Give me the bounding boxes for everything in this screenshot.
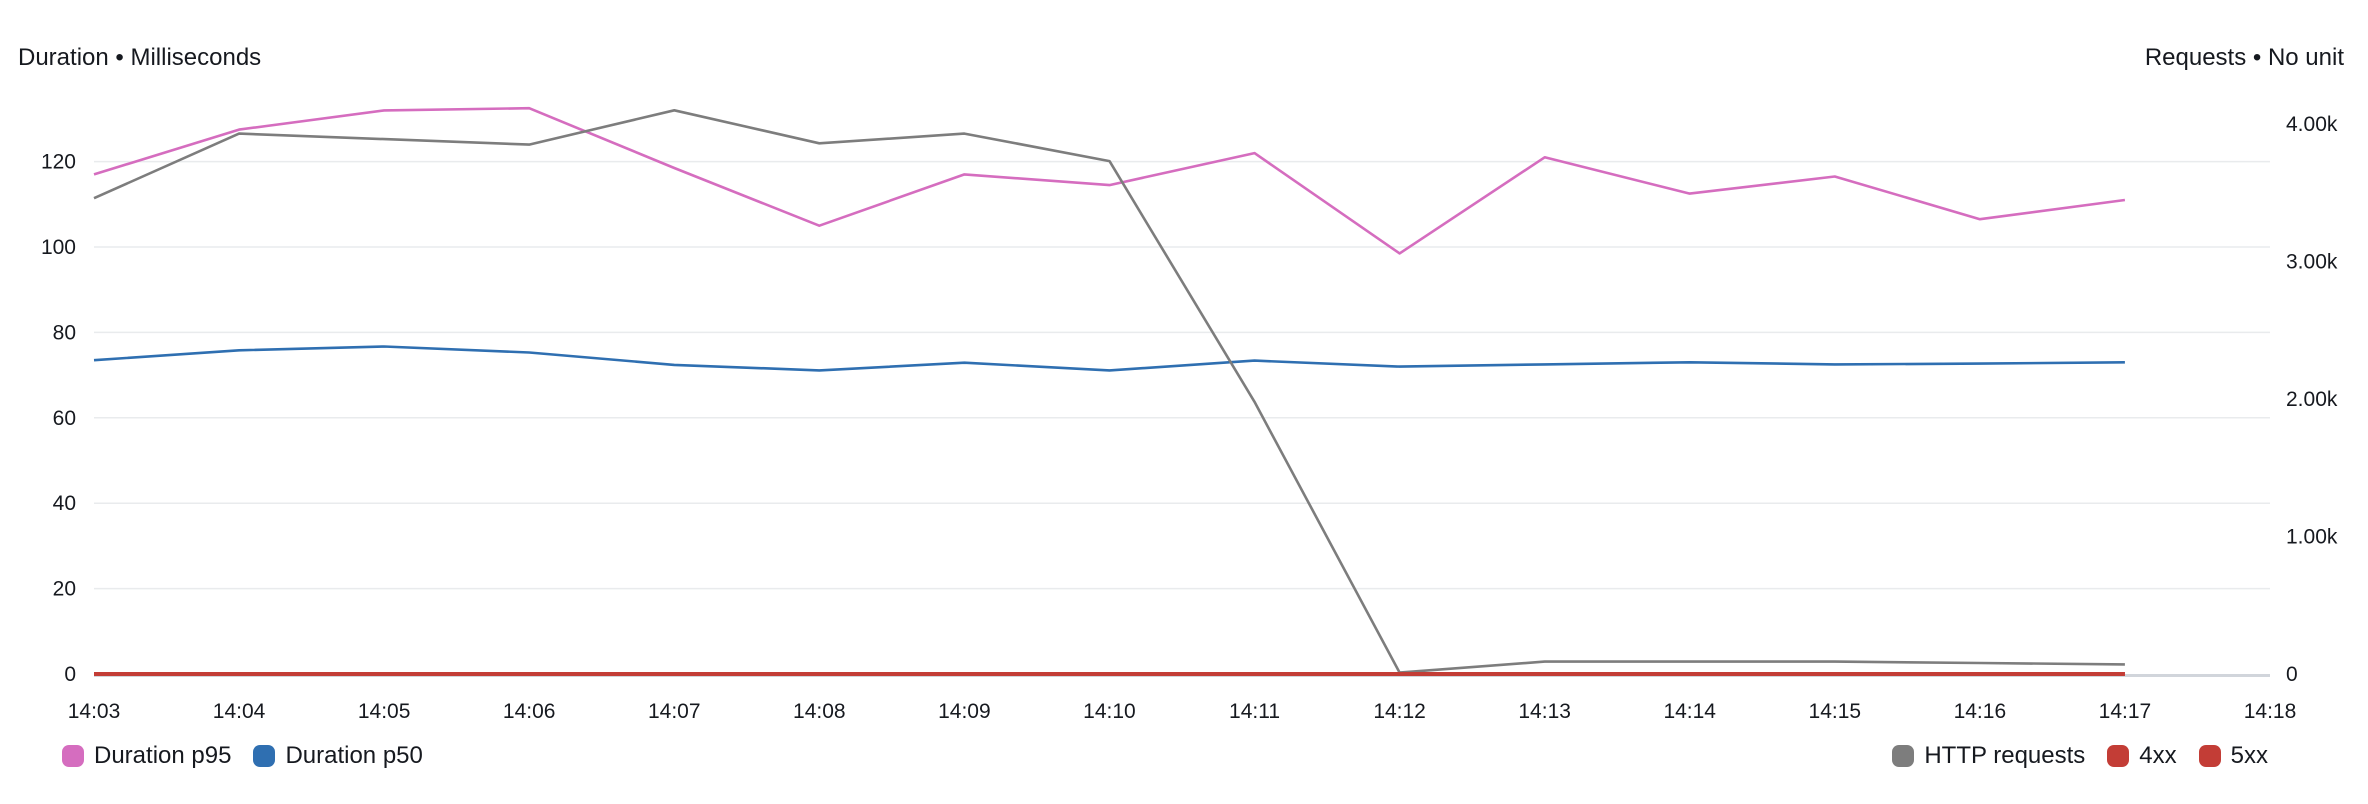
- x-tick-label: 14:11: [1229, 700, 1280, 723]
- series-line-http-requests: [93, 109, 2125, 674]
- x-tick-label: 14:09: [938, 700, 991, 723]
- x-tick-label: 14:08: [793, 700, 846, 723]
- legend-swatch: [62, 745, 84, 767]
- legend-item-duration-p50[interactable]: Duration p50: [253, 742, 423, 770]
- legend-item-4xx[interactable]: 4xx: [2107, 742, 2177, 770]
- x-tick-label: 14:13: [1518, 700, 1571, 723]
- right-tick-label: 0: [2286, 663, 2298, 686]
- x-tick-label: 14:18: [2244, 700, 2297, 723]
- right-tick-label: 1.00k: [2286, 526, 2338, 549]
- legend-swatch: [1892, 745, 1915, 767]
- series-line-duration-p95: [93, 106, 2126, 255]
- left-tick-label: 40: [53, 492, 76, 515]
- left-tick-label: 20: [53, 578, 76, 601]
- x-tick-label: 14:12: [1373, 700, 1426, 723]
- x-tick-label: 14:03: [68, 700, 121, 723]
- legend-left: Duration p95 Duration p50: [62, 742, 423, 770]
- line-chart: 0 20 40 60 80 100 120 0 1.00k 2.00k 3.00k 4.00k 14:0…: [41, 106, 2338, 723]
- left-tick-label: 60: [53, 407, 76, 430]
- right-tick-label: 2.00k: [2286, 388, 2338, 411]
- series-line-duration-p50: [93, 345, 2125, 372]
- x-tick-label: 14:06: [503, 700, 556, 723]
- legend-label: 5xx: [2230, 742, 2268, 769]
- legend-label: Duration p95: [94, 742, 232, 769]
- x-tick-label: 14:07: [648, 700, 701, 723]
- legend-label: HTTP requests: [1924, 742, 2086, 769]
- left-tick-label: 100: [41, 236, 76, 259]
- legend-item-http-requests[interactable]: HTTP requests: [1892, 742, 2085, 770]
- right-axis-title: Requests • No unit: [2144, 44, 2344, 71]
- legend-item-5xx[interactable]: 5xx: [2198, 742, 2268, 770]
- x-tick-label: 14:17: [2099, 700, 2152, 723]
- legend-swatch: [253, 745, 276, 767]
- x-tick-label: 14:14: [1663, 700, 1716, 723]
- legend-item-duration-p95[interactable]: Duration p95: [62, 742, 231, 770]
- right-tick-label: 4.00k: [2286, 113, 2338, 136]
- x-tick-label: 14:04: [213, 700, 266, 723]
- legend-label: Duration p50: [285, 742, 423, 769]
- legend-swatch: [2107, 745, 2130, 767]
- x-tick-label: 14:15: [1809, 700, 1862, 723]
- x-tick-label: 14:16: [1954, 700, 2007, 723]
- legend-swatch: [2198, 745, 2221, 767]
- legend-label: 4xx: [2139, 742, 2177, 769]
- left-tick-label: 120: [41, 151, 76, 174]
- right-tick-label: 3.00k: [2286, 251, 2338, 274]
- left-axis-title: Duration • Milliseconds: [18, 44, 262, 71]
- left-tick-label: 80: [53, 321, 76, 344]
- x-tick-label: 14:05: [358, 700, 411, 723]
- x-tick-label: 14:10: [1083, 700, 1136, 723]
- legend-right: HTTP requests 4xx 5xx: [1892, 742, 2268, 770]
- left-tick-label: 0: [64, 663, 76, 686]
